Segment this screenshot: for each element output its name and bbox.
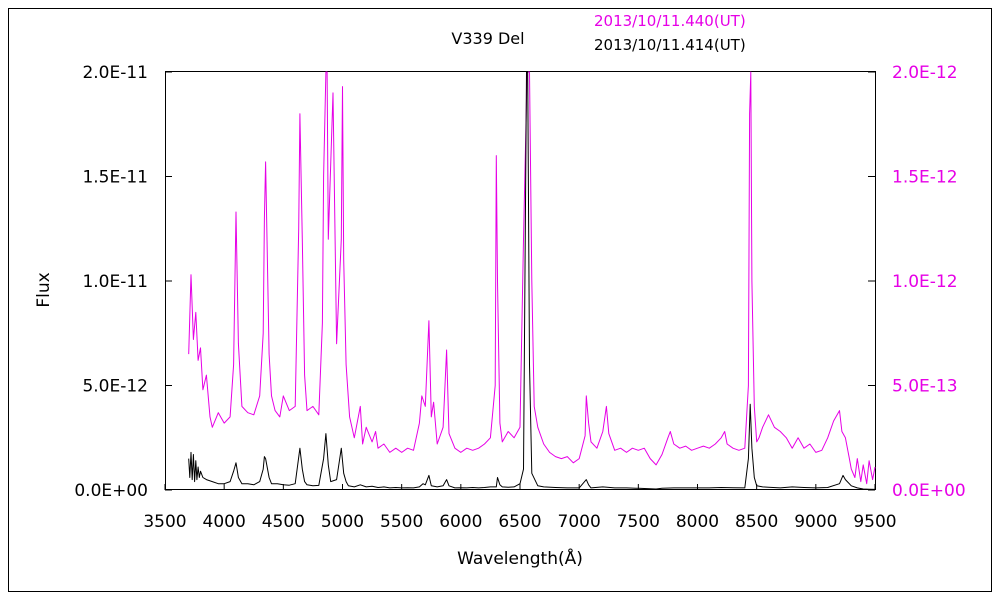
right-y-tick-label: 1.5E-12 <box>892 168 958 188</box>
x-tick-label: 8000 <box>676 512 719 532</box>
x-tick-label: 4500 <box>262 512 305 532</box>
x-tick-label: 3500 <box>143 512 186 532</box>
right-y-tick-label: 1.0E-12 <box>892 272 958 292</box>
x-tick-label: 9500 <box>853 512 896 532</box>
left-y-tick-label: 5.0E-12 <box>82 377 148 397</box>
x-tick-label: 9000 <box>794 512 837 532</box>
series-line-magenta <box>188 71 876 485</box>
right-y-tick-label: 2.0E-12 <box>892 63 958 83</box>
left-y-tick-label: 0.0E+00 <box>74 481 148 501</box>
axis-labels: 3500 4000 4500 5000 5500 6000 6500 7000 7500 8000… <box>74 63 965 532</box>
right-y-tick-label: 0.0E+00 <box>892 481 966 501</box>
x-tick-label: 4000 <box>203 512 246 532</box>
x-tick-label: 6500 <box>498 512 541 532</box>
x-tick-label: 7500 <box>617 512 660 532</box>
x-tick-label: 8500 <box>735 512 778 532</box>
x-tick-label: 6000 <box>439 512 482 532</box>
legend-entry-black: 2013/10/11.414(UT) <box>594 36 746 54</box>
left-y-tick-label: 2.0E-11 <box>82 63 148 83</box>
x-tick-label: 5000 <box>321 512 364 532</box>
left-y-tick-label: 1.5E-11 <box>82 168 148 188</box>
chart-title: V339 Del <box>451 29 524 48</box>
legend-entry-magenta: 2013/10/11.440(UT) <box>594 12 746 30</box>
y-axis-label: Flux <box>34 272 54 307</box>
x-axis-label: Wavelength(Å) <box>457 547 583 569</box>
outer-frame <box>8 8 992 592</box>
left-y-tick-label: 1.0E-11 <box>82 272 148 292</box>
right-y-tick-label: 5.0E-13 <box>892 377 958 397</box>
x-tick-label: 5500 <box>380 512 423 532</box>
series-line-black <box>188 71 876 490</box>
x-tick-label: 7000 <box>558 512 601 532</box>
series-layer <box>188 71 876 490</box>
